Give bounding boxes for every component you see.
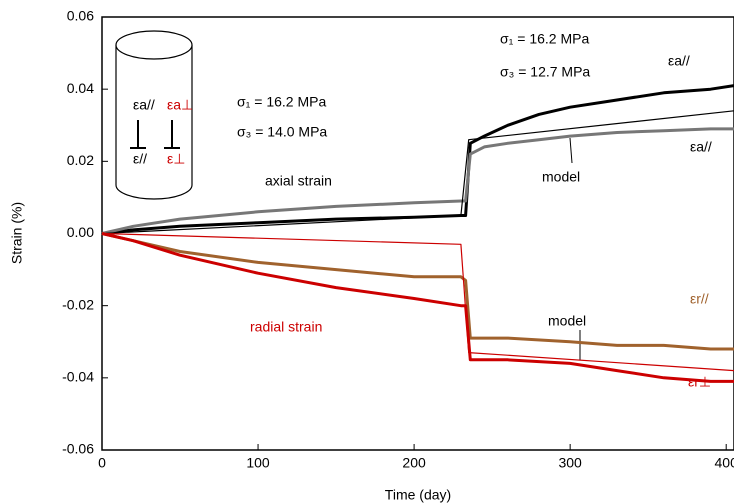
x-tick-label: 100: [246, 455, 270, 471]
x-tick-label: 200: [402, 455, 426, 471]
y-tick-label: -0.02: [62, 296, 94, 312]
series-line: [101, 232, 734, 351]
annotation: σ₃ = 12.7 MPa: [500, 64, 590, 80]
series-line: [101, 110, 734, 235]
inset: [115, 30, 193, 200]
y-tick-label: -0.06: [62, 441, 94, 457]
x-axis-label: Time (day): [385, 487, 451, 503]
annotation: σ₃ = 14.0 MPa: [237, 124, 327, 140]
inset-label: εa//: [133, 97, 155, 113]
inset-label: εa⊥: [167, 97, 193, 113]
series-label: εa//: [690, 139, 712, 155]
annotation: σ₁ = 16.2 MPa: [500, 31, 589, 47]
arrow: [569, 137, 573, 164]
inset-label: ε//: [133, 151, 147, 167]
y-tick-label: -0.04: [62, 369, 94, 385]
series-line: [101, 232, 734, 372]
annotation: σ₁ = 16.2 MPa: [237, 94, 326, 110]
series-label: εr//: [690, 291, 709, 307]
inset-label: ε⊥: [167, 151, 185, 167]
y-axis-label: Strain (%): [9, 202, 25, 264]
y-tick-label: 0.02: [67, 152, 94, 168]
plot-frame: [101, 16, 734, 451]
annotation: axial strain: [265, 173, 332, 189]
x-tick-label: 300: [558, 455, 582, 471]
cylinder-top: [115, 30, 193, 60]
annotation: radial strain: [250, 319, 322, 335]
series-line: [101, 84, 734, 235]
x-tick-label: 400: [715, 455, 734, 471]
annotation: model: [542, 169, 580, 185]
series-label: εr⊥: [688, 374, 711, 390]
series-line: [101, 127, 734, 235]
series-line: [101, 232, 734, 383]
y-tick-label: 0.04: [67, 80, 94, 96]
cylinder: [115, 45, 193, 200]
annotation: model: [548, 313, 586, 329]
x-tick-label: 0: [98, 455, 106, 471]
y-tick-label: 0.06: [67, 8, 94, 24]
y-tick-label: 0.00: [67, 224, 94, 240]
series-label: εa//: [668, 53, 690, 69]
